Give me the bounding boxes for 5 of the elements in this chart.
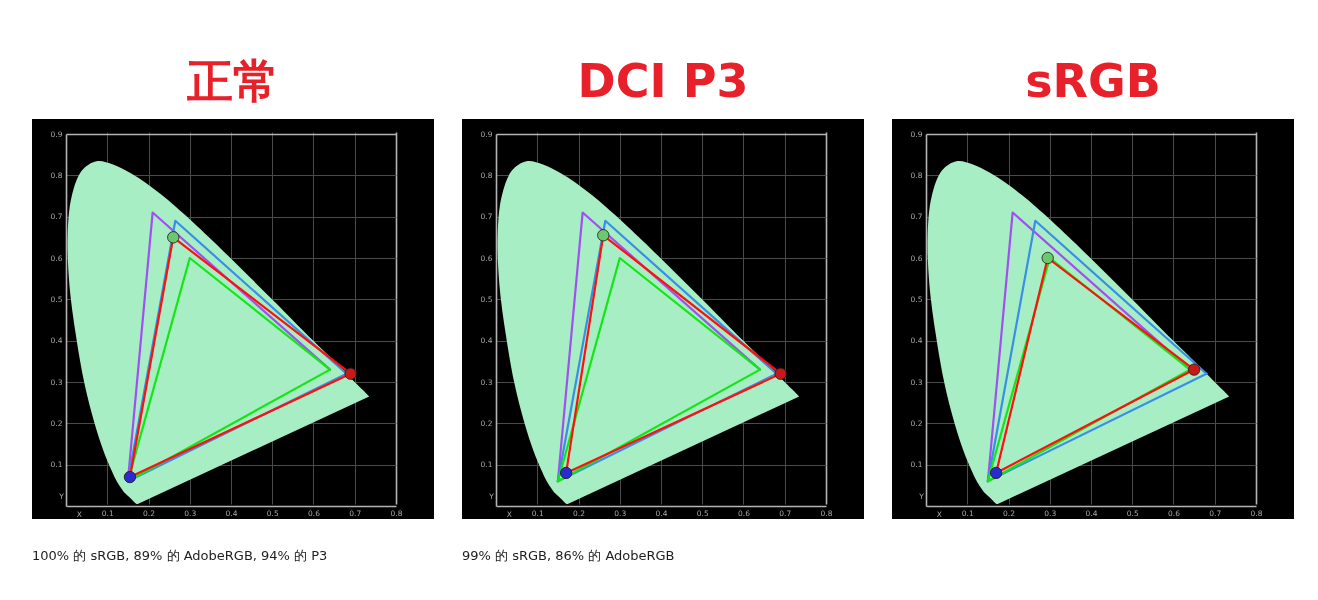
- text: 100% 的 sRGB, 89% 的 AdobeRGB, 94% 的 P3: [32, 548, 328, 563]
- chart-title: 正常: [187, 54, 279, 108]
- chart-title: sRGB: [1025, 54, 1161, 108]
- text: 99% 的 sRGB, 86% 的 AdobeRGB: [462, 548, 675, 563]
- chart-title: DCI P3: [577, 54, 749, 108]
